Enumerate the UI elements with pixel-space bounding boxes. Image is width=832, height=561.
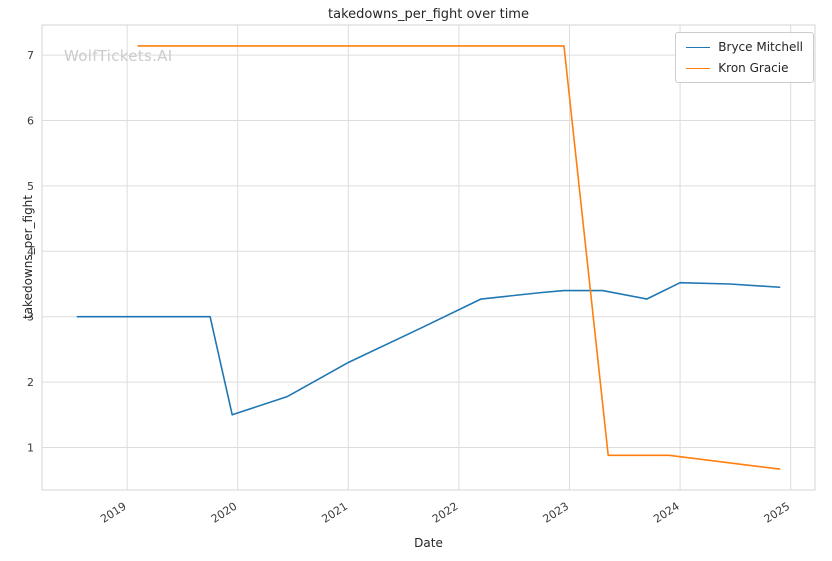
y-tick-label: 6 [27, 114, 34, 127]
x-tick-label: 2025 [762, 500, 793, 526]
legend-label-kron-gracie: Kron Gracie [718, 61, 789, 75]
x-tick-label: 2021 [319, 500, 350, 526]
legend-item-kron-gracie: Kron Gracie [686, 61, 803, 75]
legend-label-bryce-mitchell: Bryce Mitchell [718, 40, 803, 54]
y-axis-label: takedowns_per_fight [21, 195, 35, 320]
x-tick-label: 2022 [430, 500, 461, 526]
series-line-1 [137, 45, 781, 470]
plot-border [41, 24, 816, 491]
y-tick-label: 2 [27, 376, 34, 389]
y-tick-label: 3 [27, 311, 34, 324]
x-tick-label: 2020 [209, 500, 240, 526]
x-tick-label: 2023 [541, 500, 572, 526]
y-tick-label: 7 [27, 49, 34, 62]
legend-line-swatch-kron-gracie [686, 67, 711, 69]
x-tick-label: 2019 [98, 500, 129, 526]
legend-line-swatch-bryce-mitchell [686, 46, 711, 48]
y-tick-label: 4 [27, 245, 34, 258]
x-axis-label: Date [414, 536, 443, 550]
watermark: WolfTickets.AI [64, 47, 173, 65]
x-tick-label: 2024 [651, 500, 682, 526]
y-tick-label: 5 [27, 180, 34, 193]
legend-item-bryce-mitchell: Bryce Mitchell [686, 40, 803, 54]
chart-title: takedowns_per_fight over time [328, 7, 529, 22]
y-tick-label: 1 [27, 441, 34, 454]
series-line-0 [76, 281, 781, 416]
legend: Bryce Mitchell Kron Gracie [675, 32, 814, 83]
